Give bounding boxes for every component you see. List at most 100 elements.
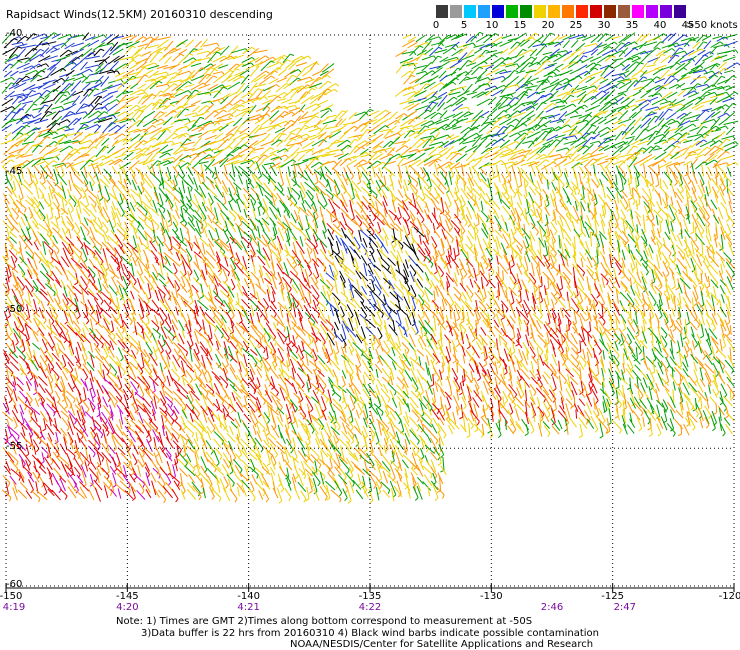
wind-barb — [82, 32, 90, 41]
wind-barb-flag — [447, 134, 451, 139]
wind-barb — [153, 191, 160, 204]
wind-barb — [94, 245, 102, 254]
wind-barb — [615, 174, 618, 186]
wind-barb — [622, 195, 629, 206]
wind-barb — [26, 117, 42, 125]
wind-barb — [437, 163, 448, 175]
wind-barb-flag — [314, 181, 319, 185]
wind-barb — [353, 151, 367, 160]
wind-barb-flag — [227, 272, 230, 277]
wind-barb — [395, 214, 402, 225]
wind-barb — [244, 118, 258, 122]
wind-barb — [130, 262, 135, 277]
wind-barb-flag — [44, 104, 49, 107]
wind-barb — [191, 126, 202, 132]
wind-barb — [627, 137, 635, 145]
wind-barb — [36, 160, 46, 166]
wind-barb — [169, 212, 173, 225]
wind-barb — [3, 90, 15, 100]
wind-barb — [409, 138, 421, 150]
wind-barb — [178, 48, 188, 55]
wind-barb — [148, 151, 159, 164]
wind-barb — [212, 55, 225, 63]
wind-barb — [210, 150, 223, 161]
wind-barb — [363, 262, 368, 277]
wind-barb-flag — [640, 70, 645, 74]
wind-barb — [82, 82, 91, 91]
wind-barb — [227, 130, 239, 141]
wind-barb-flag — [25, 116, 30, 120]
wind-barb — [331, 227, 344, 238]
wind-barb — [651, 86, 664, 98]
wind-barb — [507, 153, 517, 161]
wind-barb — [518, 105, 532, 114]
wind-barb-flag — [536, 153, 541, 157]
wind-barb — [175, 125, 187, 131]
wind-barb-flag — [10, 159, 15, 163]
wind-barb — [87, 162, 99, 167]
wind-barb — [6, 154, 21, 159]
wind-barb — [703, 91, 715, 98]
wind-barb-flag — [299, 87, 304, 90]
wind-barb-flag — [327, 135, 332, 138]
wind-barb — [663, 144, 673, 152]
wind-barb — [431, 42, 442, 46]
wind-barb-flag — [316, 103, 320, 107]
wind-barb-flag — [274, 197, 278, 202]
wind-barb — [667, 127, 679, 132]
wind-barb — [442, 81, 453, 89]
wind-barb-flag — [56, 122, 61, 126]
wind-barb — [55, 265, 63, 276]
wind-barb-flag — [60, 174, 65, 178]
wind-barb — [16, 116, 27, 125]
wind-barb-flag — [729, 182, 732, 187]
wind-barb — [91, 34, 104, 40]
wind-barb — [202, 242, 206, 255]
wind-barb-flag — [546, 79, 550, 83]
wind-barb-flag — [690, 231, 695, 235]
wind-barb — [603, 139, 614, 144]
wind-barb — [54, 138, 64, 147]
wind-barb — [670, 151, 680, 160]
wind-barb — [639, 159, 649, 167]
wind-barb-flag — [394, 216, 397, 221]
wind-barb-flag — [40, 48, 45, 52]
wind-barb — [142, 186, 153, 199]
wind-barb — [95, 62, 104, 72]
wind-barb — [553, 54, 567, 63]
wind-barb — [618, 153, 632, 158]
wind-barb — [693, 76, 706, 80]
wind-barb — [624, 126, 635, 135]
wind-barb — [332, 201, 341, 209]
wind-barb — [618, 110, 629, 121]
wind-barb-flag — [284, 229, 287, 234]
wind-barb-flag — [546, 59, 551, 63]
wind-barb — [136, 270, 145, 284]
wind-barb-flag — [100, 246, 103, 251]
wind-barb — [320, 63, 329, 73]
wind-barb — [123, 151, 134, 161]
wind-barb — [114, 133, 123, 140]
wind-barb — [83, 180, 89, 190]
wind-barb — [513, 132, 525, 142]
wind-barb — [467, 177, 473, 191]
wind-barb-flag — [357, 181, 361, 185]
wind-barb — [577, 123, 589, 134]
wind-barb — [500, 83, 510, 94]
wind-barb-flag — [656, 76, 661, 79]
wind-barb — [129, 166, 136, 176]
wind-barb — [122, 90, 134, 95]
wind-barb — [403, 130, 412, 139]
wind-barb — [688, 68, 703, 75]
wind-barb — [78, 154, 90, 158]
wind-barb-flag — [660, 41, 665, 44]
wind-barb — [584, 43, 597, 48]
wind-barb — [24, 53, 37, 64]
wind-barb — [302, 156, 316, 162]
wind-barb — [513, 249, 523, 258]
wind-barb-flag — [561, 184, 565, 189]
wind-barb — [174, 118, 189, 123]
wind-barb — [409, 45, 420, 57]
wind-barb — [131, 54, 140, 61]
wind-barb — [219, 124, 229, 132]
